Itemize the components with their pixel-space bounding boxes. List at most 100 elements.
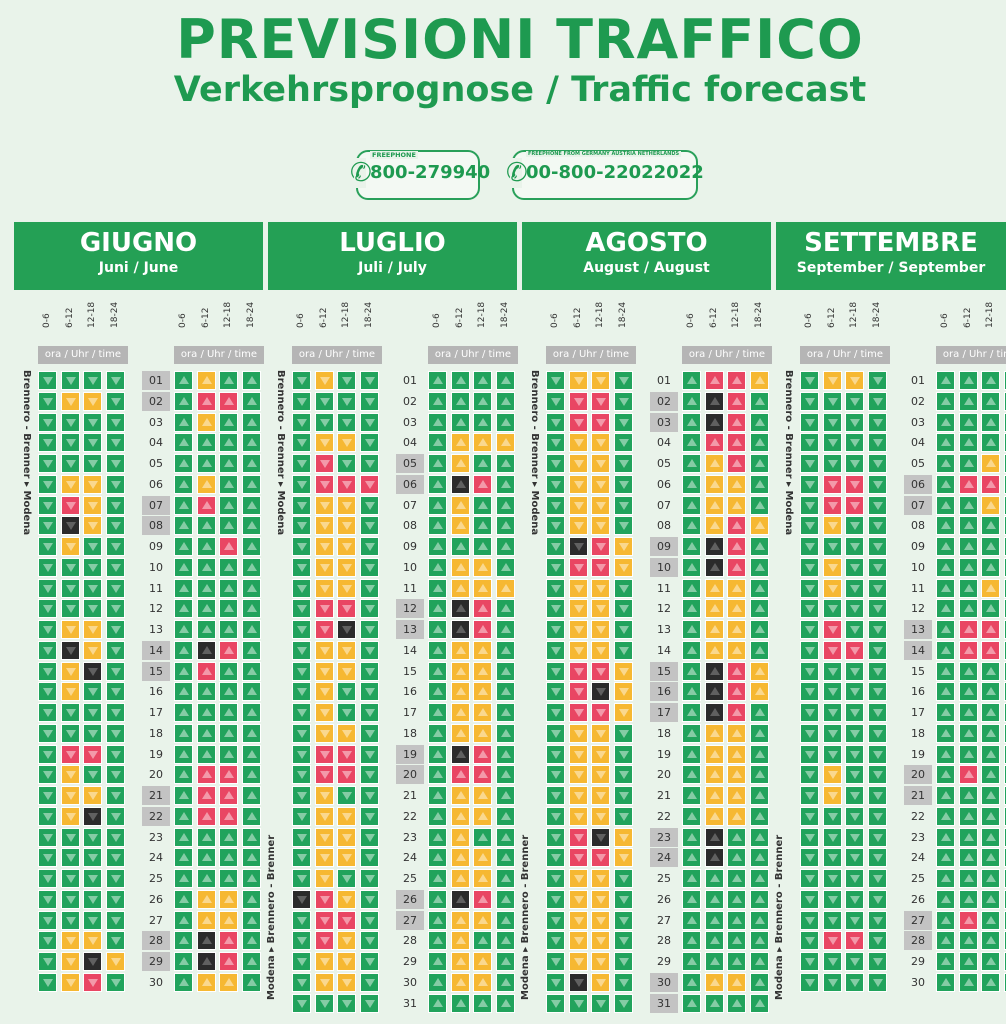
traffic-cell-southbound[interactable]: [568, 889, 588, 909]
traffic-cell-northbound[interactable]: [682, 557, 701, 577]
traffic-cell-northbound[interactable]: [495, 578, 515, 598]
traffic-cell-southbound[interactable]: [38, 454, 57, 473]
traffic-cell-southbound[interactable]: [591, 412, 610, 432]
traffic-cell-northbound[interactable]: [958, 391, 978, 411]
traffic-cell-southbound[interactable]: [546, 433, 565, 453]
traffic-cell-northbound[interactable]: [219, 910, 238, 930]
traffic-cell-southbound[interactable]: [845, 889, 864, 909]
traffic-cell-northbound[interactable]: [428, 972, 447, 992]
traffic-cell-northbound[interactable]: [958, 703, 978, 722]
traffic-cell-northbound[interactable]: [219, 723, 238, 743]
traffic-cell-northbound[interactable]: [682, 889, 701, 909]
traffic-cell-southbound[interactable]: [83, 910, 102, 930]
freephone-box-international[interactable]: ✆ FREEPHONE FROM GERMANY AUSTRIA NETHERL…: [506, 150, 704, 200]
traffic-cell-southbound[interactable]: [83, 371, 102, 390]
traffic-cell-southbound[interactable]: [613, 869, 633, 888]
traffic-cell-northbound[interactable]: [704, 723, 724, 743]
traffic-cell-southbound[interactable]: [822, 910, 842, 930]
traffic-cell-southbound[interactable]: [845, 931, 864, 951]
traffic-cell-southbound[interactable]: [591, 848, 610, 868]
traffic-cell-southbound[interactable]: [845, 972, 864, 992]
traffic-cell-northbound[interactable]: [1003, 640, 1006, 660]
traffic-cell-southbound[interactable]: [568, 682, 588, 702]
traffic-cell-southbound[interactable]: [60, 744, 80, 764]
traffic-cell-southbound[interactable]: [546, 806, 565, 826]
traffic-cell-southbound[interactable]: [105, 620, 125, 639]
traffic-cell-southbound[interactable]: [359, 744, 379, 764]
traffic-cell-southbound[interactable]: [822, 972, 842, 992]
traffic-cell-northbound[interactable]: [1003, 661, 1006, 681]
traffic-cell-southbound[interactable]: [591, 516, 610, 536]
traffic-cell-southbound[interactable]: [568, 972, 588, 992]
traffic-cell-southbound[interactable]: [800, 371, 819, 390]
traffic-cell-northbound[interactable]: [936, 703, 955, 722]
traffic-cell-southbound[interactable]: [613, 557, 633, 577]
traffic-cell-southbound[interactable]: [83, 703, 102, 722]
traffic-cell-northbound[interactable]: [936, 765, 955, 785]
traffic-cell-southbound[interactable]: [314, 827, 334, 847]
traffic-cell-southbound[interactable]: [314, 723, 334, 743]
traffic-cell-northbound[interactable]: [958, 433, 978, 453]
traffic-cell-southbound[interactable]: [60, 889, 80, 909]
traffic-cell-northbound[interactable]: [704, 391, 724, 411]
traffic-cell-southbound[interactable]: [359, 557, 379, 577]
traffic-cell-northbound[interactable]: [936, 682, 955, 702]
traffic-cell-southbound[interactable]: [60, 557, 80, 577]
traffic-cell-northbound[interactable]: [495, 744, 515, 764]
traffic-cell-southbound[interactable]: [867, 703, 887, 722]
traffic-cell-northbound[interactable]: [704, 620, 724, 639]
traffic-cell-northbound[interactable]: [473, 931, 492, 951]
traffic-cell-southbound[interactable]: [38, 620, 57, 639]
traffic-cell-northbound[interactable]: [727, 723, 746, 743]
traffic-cell-southbound[interactable]: [845, 806, 864, 826]
traffic-cell-northbound[interactable]: [981, 972, 1000, 992]
traffic-cell-southbound[interactable]: [613, 682, 633, 702]
traffic-cell-southbound[interactable]: [568, 578, 588, 598]
traffic-cell-northbound[interactable]: [682, 640, 701, 660]
traffic-cell-southbound[interactable]: [845, 495, 864, 515]
traffic-cell-southbound[interactable]: [845, 578, 864, 598]
traffic-cell-northbound[interactable]: [428, 869, 447, 888]
traffic-cell-northbound[interactable]: [196, 682, 216, 702]
traffic-cell-northbound[interactable]: [196, 640, 216, 660]
traffic-cell-northbound[interactable]: [450, 599, 470, 619]
traffic-cell-southbound[interactable]: [613, 952, 633, 971]
traffic-cell-northbound[interactable]: [450, 765, 470, 785]
traffic-cell-southbound[interactable]: [359, 910, 379, 930]
traffic-cell-northbound[interactable]: [1003, 744, 1006, 764]
traffic-cell-southbound[interactable]: [105, 557, 125, 577]
traffic-cell-southbound[interactable]: [591, 578, 610, 598]
traffic-cell-southbound[interactable]: [867, 391, 887, 411]
traffic-cell-southbound[interactable]: [591, 661, 610, 681]
traffic-cell-southbound[interactable]: [60, 640, 80, 660]
traffic-cell-southbound[interactable]: [867, 952, 887, 971]
traffic-cell-northbound[interactable]: [958, 786, 978, 805]
traffic-cell-northbound[interactable]: [174, 848, 193, 868]
traffic-cell-southbound[interactable]: [105, 703, 125, 722]
traffic-cell-northbound[interactable]: [981, 848, 1000, 868]
traffic-cell-northbound[interactable]: [196, 972, 216, 992]
traffic-cell-southbound[interactable]: [83, 889, 102, 909]
traffic-cell-northbound[interactable]: [1003, 557, 1006, 577]
traffic-cell-northbound[interactable]: [1003, 723, 1006, 743]
traffic-cell-southbound[interactable]: [568, 495, 588, 515]
traffic-cell-northbound[interactable]: [704, 848, 724, 868]
traffic-cell-southbound[interactable]: [38, 931, 57, 951]
traffic-cell-southbound[interactable]: [105, 495, 125, 515]
traffic-cell-northbound[interactable]: [428, 454, 447, 473]
traffic-cell-northbound[interactable]: [241, 848, 261, 868]
traffic-cell-southbound[interactable]: [292, 412, 311, 432]
traffic-cell-southbound[interactable]: [38, 516, 57, 536]
traffic-cell-southbound[interactable]: [867, 640, 887, 660]
traffic-cell-northbound[interactable]: [450, 516, 470, 536]
traffic-cell-northbound[interactable]: [981, 952, 1000, 971]
traffic-cell-southbound[interactable]: [359, 537, 379, 556]
traffic-cell-northbound[interactable]: [450, 889, 470, 909]
traffic-cell-southbound[interactable]: [359, 723, 379, 743]
traffic-cell-northbound[interactable]: [1003, 806, 1006, 826]
traffic-cell-southbound[interactable]: [546, 682, 565, 702]
traffic-cell-northbound[interactable]: [428, 391, 447, 411]
traffic-cell-northbound[interactable]: [749, 474, 769, 494]
traffic-cell-southbound[interactable]: [359, 993, 379, 1013]
traffic-cell-southbound[interactable]: [613, 993, 633, 1013]
